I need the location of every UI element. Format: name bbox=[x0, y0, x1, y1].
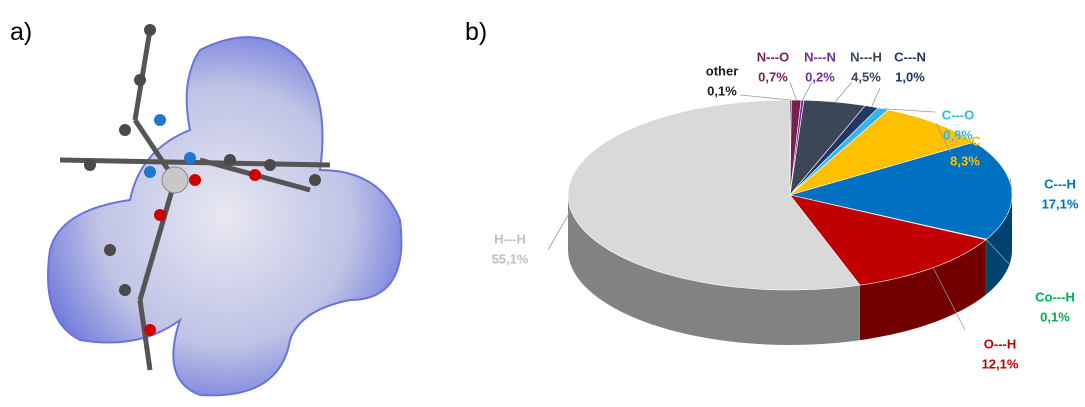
slice-label: Co---H bbox=[1035, 289, 1075, 304]
slice-value-label: 0,8% bbox=[943, 127, 973, 142]
leader-line bbox=[834, 81, 853, 103]
leader-line bbox=[871, 87, 881, 107]
leader-line bbox=[789, 81, 797, 101]
slice-value-label: 0,1% bbox=[707, 83, 737, 98]
slice-value-label: 0,1% bbox=[1040, 309, 1070, 324]
pie-slice bbox=[789, 194, 987, 286]
slice-label: N---N bbox=[804, 49, 836, 64]
molecule-surface bbox=[47, 24, 403, 397]
slice-label: other bbox=[706, 63, 739, 78]
slice-value-label: 0,2% bbox=[805, 69, 835, 84]
panel-label: b) bbox=[465, 18, 487, 46]
leader-line bbox=[932, 267, 966, 331]
panel-label: a) bbox=[10, 18, 32, 46]
leader-line bbox=[883, 108, 936, 113]
slice-value-label: 12,1% bbox=[982, 356, 1019, 371]
slice-value-label: 4,5% bbox=[851, 69, 881, 84]
pie-slice-side bbox=[859, 239, 986, 341]
slice-value-label: 17,1% bbox=[1042, 196, 1079, 211]
leader-line bbox=[1009, 177, 1013, 190]
pie-slice bbox=[789, 109, 976, 196]
slice-value-label: 0,7% bbox=[758, 69, 788, 84]
slice-label: N---O bbox=[757, 49, 790, 64]
leader-line bbox=[935, 123, 951, 153]
slice-label: N---H bbox=[850, 49, 882, 64]
leader-line bbox=[802, 81, 813, 101]
leader-line bbox=[547, 209, 572, 251]
slice-label: C---H bbox=[1044, 176, 1076, 191]
slice-label: C---O bbox=[942, 107, 975, 122]
pie-slice-side bbox=[568, 195, 860, 345]
slice-label: C---C bbox=[949, 133, 981, 148]
leader-line bbox=[985, 239, 1011, 266]
pie-slice-side bbox=[986, 195, 1012, 295]
pie-slice-side bbox=[985, 239, 987, 295]
slice-value-label: 1,0% bbox=[895, 69, 925, 84]
slice-value-label: 8,3% bbox=[950, 153, 980, 168]
slice-label: H---H bbox=[494, 231, 526, 246]
leader-line bbox=[739, 94, 791, 101]
pie-slice bbox=[789, 99, 866, 197]
slice-label: O---H bbox=[984, 336, 1017, 351]
slice-label: C---N bbox=[894, 49, 926, 64]
slice-value-label: 55,1% bbox=[492, 251, 529, 266]
